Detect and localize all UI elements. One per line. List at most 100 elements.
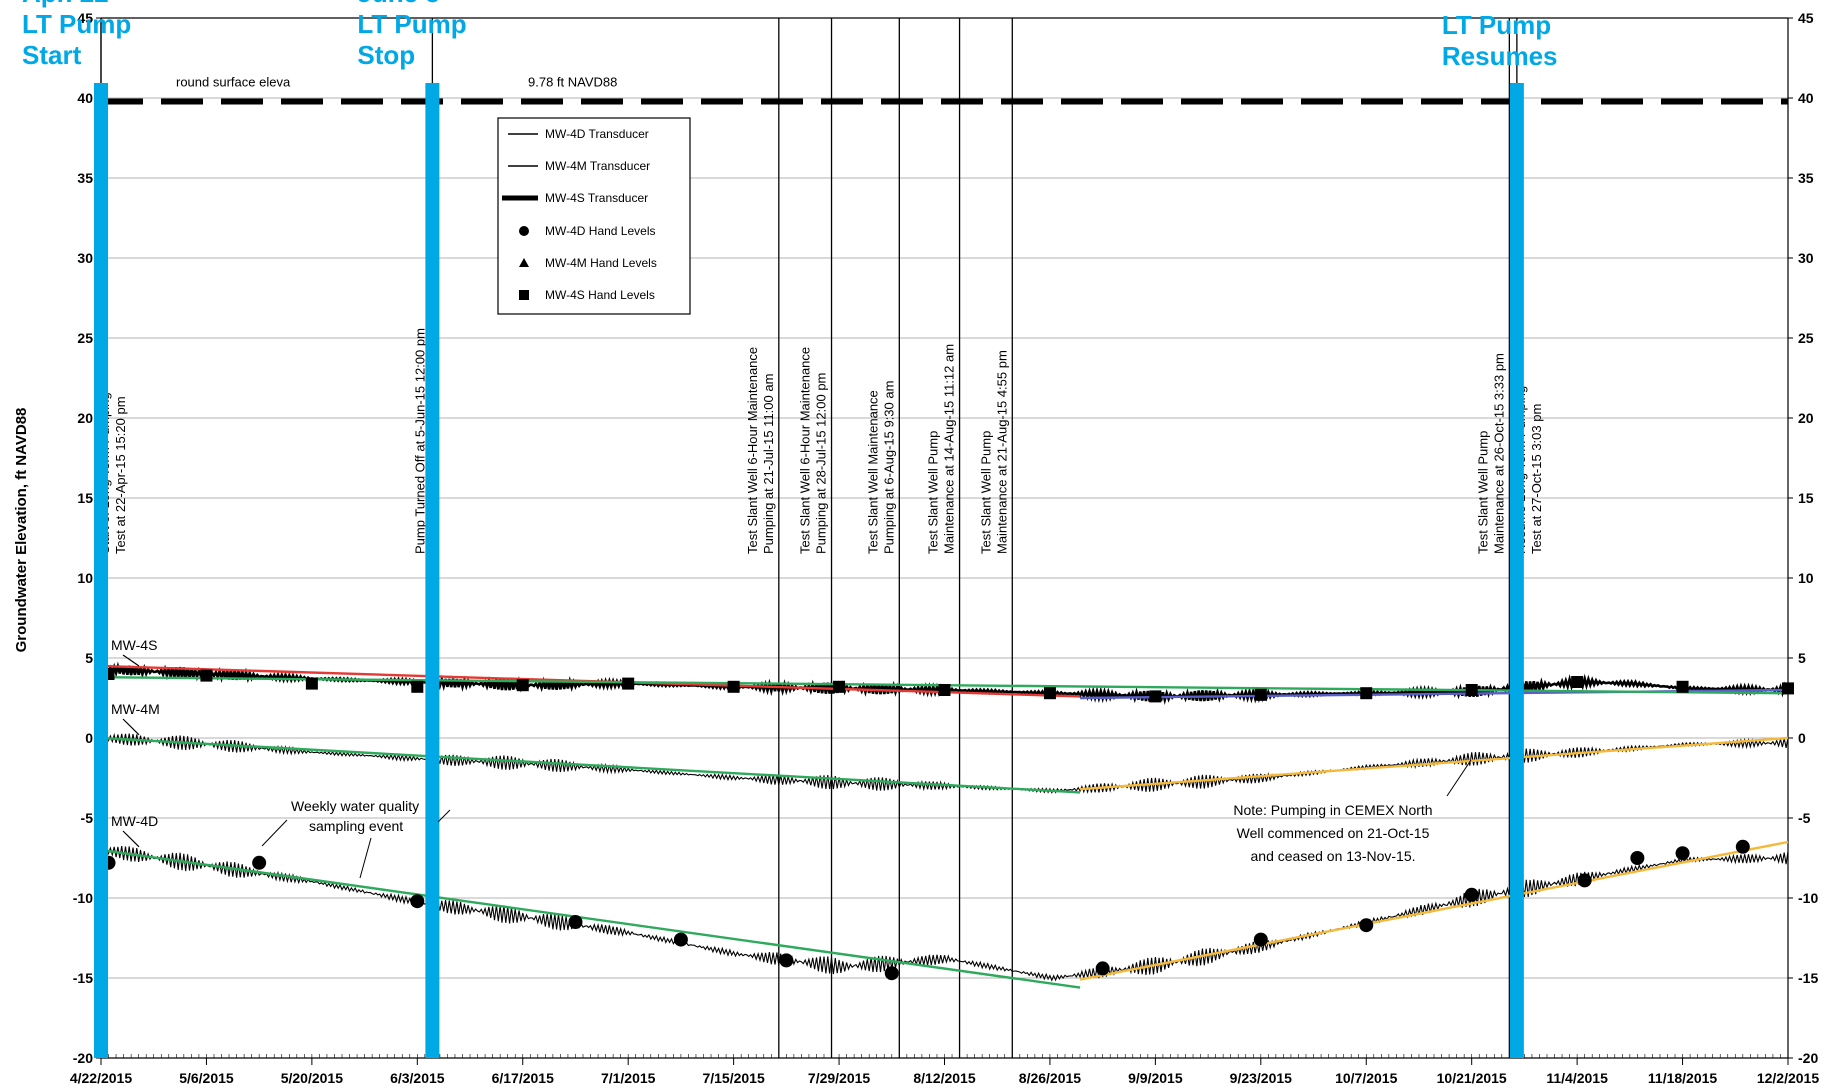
hand-level-square [1149,690,1162,703]
hand-level-square [1254,688,1267,701]
hand-level-square [305,677,318,690]
hand-level-square [938,684,951,696]
hand-level-circle [1675,846,1690,861]
legend-label-mw4s-hand: MW-4S Hand Levels [545,288,655,302]
x-tick-label: 6/17/2015 [492,1070,554,1086]
legend-label-mw4d-hand: MW-4D Hand Levels [545,224,655,238]
hand-level-circle [1630,851,1645,865]
legend-box [497,117,691,315]
annotation-weekly-arrow-3 [437,809,451,823]
y-tick-label-right: 40 [1798,90,1814,106]
x-tick-label: 4/22/2015 [70,1070,132,1086]
y-tick-label-right: 35 [1798,170,1814,186]
annotation-cemex-note-3: and ceased on 13-Nov-15. [1251,848,1416,864]
highlight-label: Apr. 22 [22,0,109,8]
y-tick-label-right: 20 [1798,410,1814,426]
hand-level-square [622,677,635,690]
event-label: Pump Turned Off at 5-Jun-15 12:00 pm [412,328,427,554]
y-tick-label-right: 10 [1798,570,1814,586]
y-tick-label-left: 0 [85,730,93,746]
y-tick-label-left: -20 [73,1050,93,1066]
x-tick-label: 7/29/2015 [808,1070,870,1086]
y-tick-label-left: 35 [77,170,93,186]
y-tick-label-left: -5 [81,810,94,826]
y-tick-label-right: 15 [1798,490,1814,506]
x-tick-label: 5/20/2015 [281,1070,343,1086]
y-tick-label-left: -15 [73,970,93,986]
hand-level-square [1465,684,1478,696]
event-label: Test Slant Well Maintenance [865,390,880,554]
hand-level-circle [410,894,425,909]
series-label: MW-4D [111,813,158,829]
y-tick-label-left: 10 [77,570,93,586]
hand-level-circle [1253,932,1268,947]
trend-line [100,848,1081,989]
legend: MW-4D Transducer MW-4M Transducer MW-4S … [497,117,691,315]
y-tick-label-left: 25 [77,330,93,346]
event-label-line2: Maintenance at 26-Oct-15 3:33 pm [1491,353,1506,554]
series-label: MW-4M [111,701,160,717]
y-tick-label-right: -15 [1798,970,1818,986]
highlight-line [425,83,440,1058]
highlight-line [1509,83,1524,1058]
y-axis-title: Groundwater Elevation, ft NAVD88 [13,408,30,653]
ground-surface-label-right: 9.78 ft NAVD88 [528,75,617,90]
hand-level-square [411,680,424,693]
y-tick-label-right: 25 [1798,330,1814,346]
series-label: MW-4S [111,637,157,653]
annotation-cemex-arrow [1446,759,1472,797]
event-label: Test Slant Well 6-Hour Maintenance [798,347,813,554]
hand-level-square [833,680,846,693]
y-tick-label-left: 45 [77,10,93,26]
y-tick-label-left: -10 [73,890,93,906]
event-label: Test Slant Well 6-Hour Maintenance [745,347,760,554]
annotation-weekly-arrow-1 [261,819,288,847]
hand-level-circle [1095,961,1110,976]
hand-level-square [1782,682,1794,695]
series-label-arrow [122,654,140,667]
legend-circle-icon [519,226,529,236]
x-tick-label: 6/3/2015 [390,1070,445,1086]
event-label-line2: Test at 22-Apr-15 15:20 pm [113,396,128,554]
hand-level-square [727,680,740,693]
x-tick-label: 7/15/2015 [702,1070,764,1086]
event-label: Test Slant Well Pump [926,431,941,554]
series-line [100,846,1789,982]
x-tick-label: 12/2/2015 [1757,1070,1819,1086]
ground-surface-label-left: round surface eleva [176,75,291,90]
hand-level-circle [1577,873,1592,888]
y-tick-label-right: -5 [1798,810,1811,826]
y-tick-label-left: 30 [77,250,93,266]
highlight-line [94,83,108,1058]
annotation-weekly-sampling-1: Weekly water quality [291,798,419,814]
y-tick-label-right: 30 [1798,250,1814,266]
legend-label-mw4d-transducer: MW-4D Transducer [545,127,649,141]
series-line [100,732,1789,795]
y-tick-label-left: 40 [77,90,93,106]
highlight-label: Stop [357,40,415,70]
x-tick-label: 8/12/2015 [913,1070,975,1086]
hand-level-square [1043,687,1056,700]
hand-level-circle [1464,887,1479,902]
legend-label-mw4s-transducer: MW-4S Transducer [545,191,648,205]
y-tick-label-right: 0 [1798,730,1806,746]
y-tick-label-right: -20 [1798,1050,1818,1066]
hand-level-square [1571,676,1584,688]
x-tick-label: 5/6/2015 [179,1070,234,1086]
x-tick-label: 10/21/2015 [1437,1070,1507,1086]
legend-label-mw4m-hand: MW-4M Hand Levels [545,256,657,270]
hand-level-circle [884,966,899,981]
hand-level-circle [673,932,688,947]
hand-level-square [1676,680,1689,693]
legend-square-icon [519,290,529,300]
ground-label-bg-left [172,71,327,92]
series-label-arrow [122,718,140,736]
hand-level-square [1360,687,1373,700]
y-tick-label-left: 15 [77,490,93,506]
y-tick-label-right: 5 [1798,650,1806,666]
annotation-weekly-arrow-2 [359,837,372,879]
trend-line [1079,840,1789,981]
hand-level-circle [1735,839,1750,854]
